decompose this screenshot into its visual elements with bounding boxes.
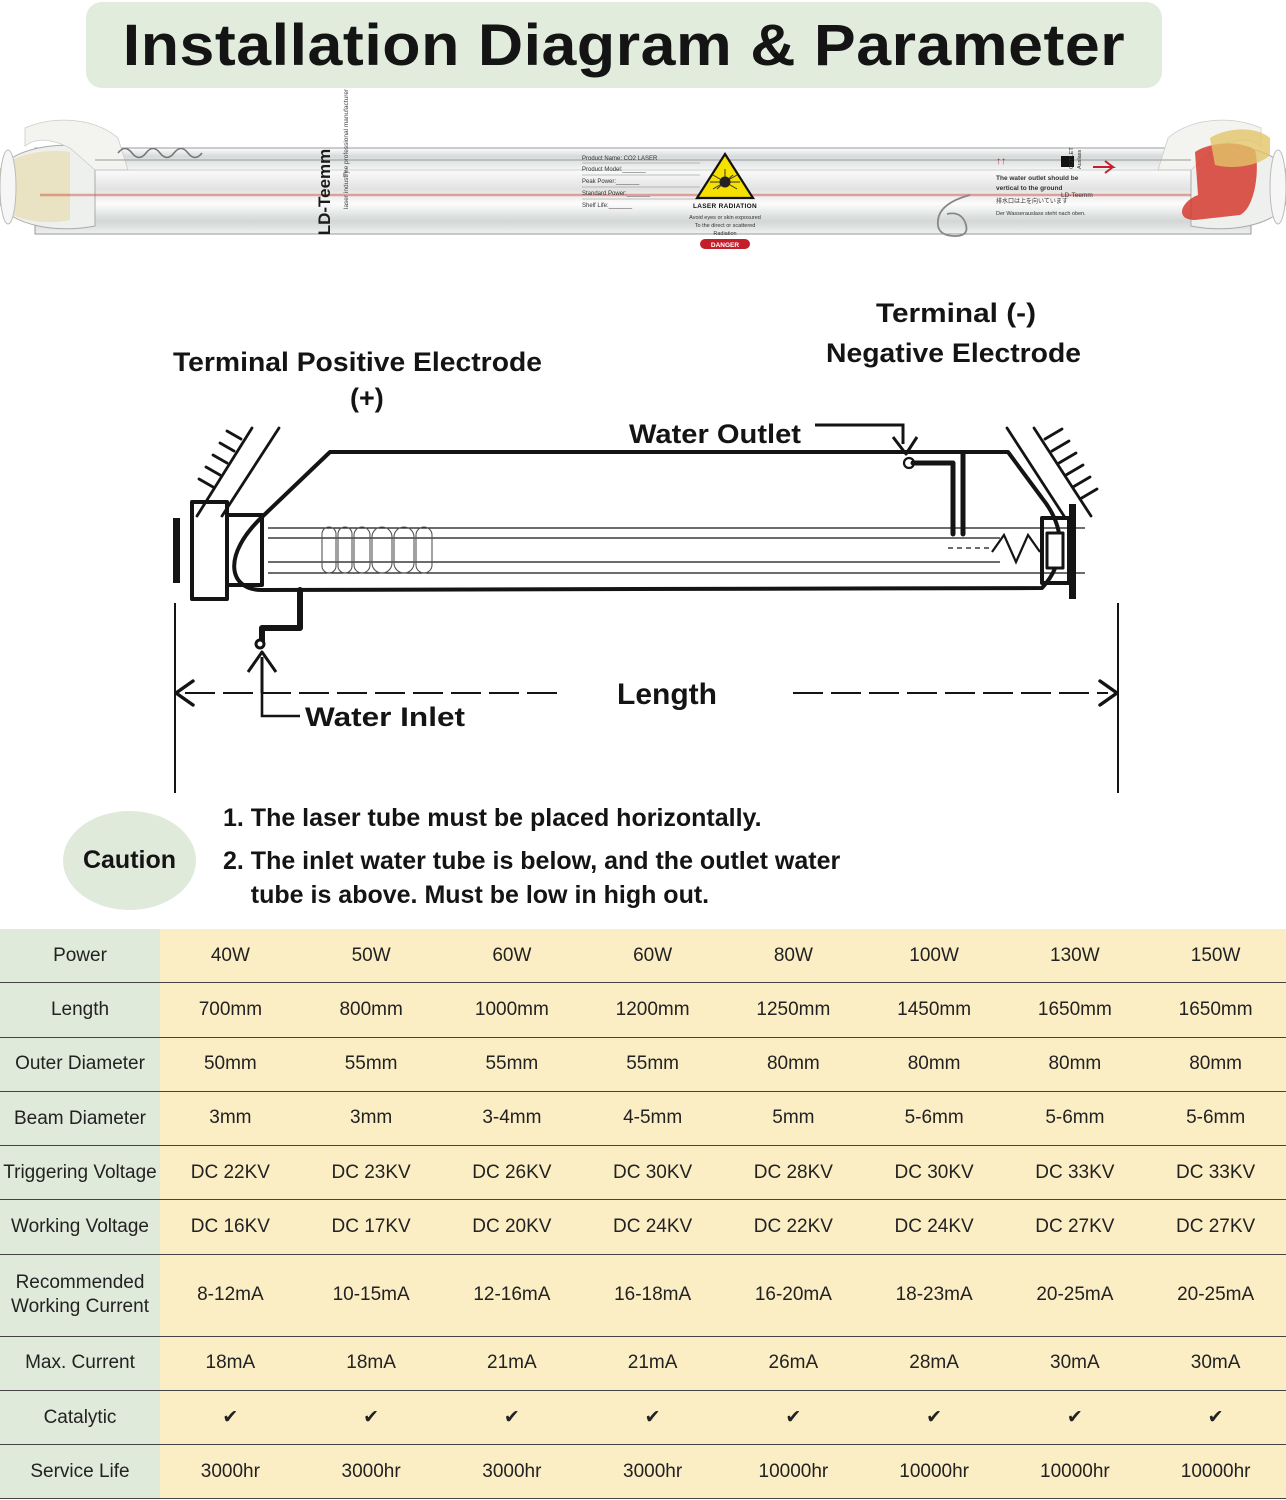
svg-text:Negative Electrode: Negative Electrode <box>826 338 1081 368</box>
svg-text:Terminal Positive Electrode: Terminal Positive Electrode <box>173 347 542 377</box>
svg-text:Water Outlet: Water Outlet <box>629 419 801 449</box>
svg-text:Terminal (-): Terminal (-) <box>876 298 1036 328</box>
svg-text:Length: Length <box>617 678 717 711</box>
svg-text:(+): (+) <box>350 383 384 413</box>
svg-text:Water Inlet: Water Inlet <box>305 702 465 732</box>
